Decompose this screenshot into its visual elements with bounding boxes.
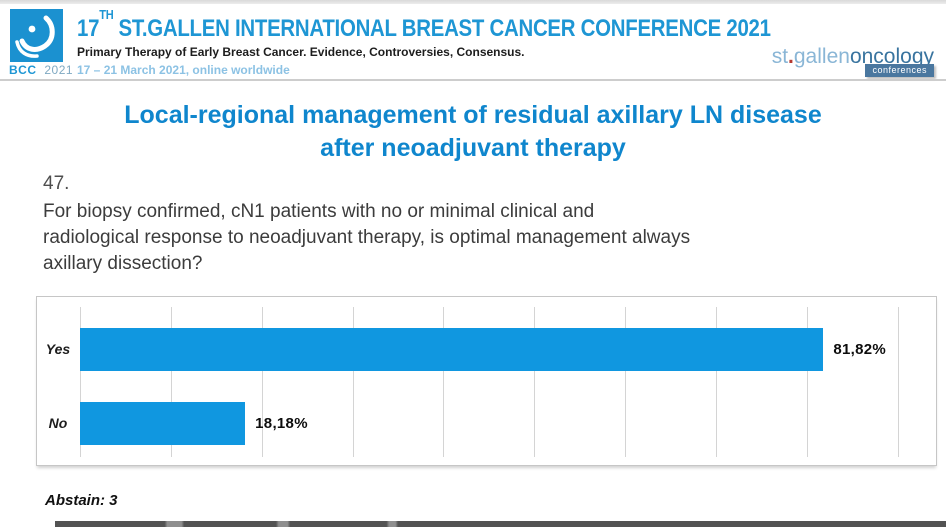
ordinal-suffix: TH [99,7,114,22]
category-label-yes: Yes [45,341,71,357]
conference-subtitle: Primary Therapy of Early Breast Cancer. … [77,45,525,59]
bcc-badge-org: BCC [9,63,37,77]
value-label-yes: 81,82% [833,341,887,358]
bar-yes [80,328,824,371]
conference-title: 17TH ST.GALLEN INTERNATIONAL BREAST CANCE… [77,7,771,42]
slide-title-line-1: Local-regional management of residual ax… [124,101,822,129]
gridline [897,307,899,457]
conference-dates: 17 – 21 March 2021, online worldwide [77,63,290,77]
conference-title-rest: ST.GALLEN INTERNATIONAL BREAST CANCER CO… [118,15,771,42]
category-label-no: No [48,415,68,431]
question-number: 47. [43,173,70,194]
brand-gallen: gallen [793,45,850,68]
gridlines [80,307,934,457]
plot-area: Yes 81,82% No 18,18% [46,297,934,465]
header-divider [0,79,946,81]
chart-row-yes: Yes 81,82% [46,328,934,371]
conferences-tag: conferences [865,64,934,77]
swan-icon [15,15,55,58]
bar-no [80,402,246,445]
bcc-badge-year: 2021 [44,63,74,77]
gridline [170,307,172,457]
brand-st: st [771,45,789,68]
gridline [261,307,263,457]
gridline [534,307,536,457]
question-line-1: For biopsy confirmed, cN1 patients with … [43,201,595,222]
brand-dot: . [788,45,794,68]
bcc-logo [10,9,63,62]
brand-oncology: oncology [849,45,934,68]
header-text-block: 17TH ST.GALLEN INTERNATIONAL BREAST CANCE… [77,7,893,77]
question-text: For biopsy confirmed, cN1 patients with … [43,199,690,277]
gridline [806,307,808,457]
poll-bar-chart: Yes 81,82% No 18,18% [36,296,937,466]
video-progress-bar[interactable] [55,521,946,527]
abstain-note: Abstain: 3 [45,492,118,509]
chart-row-no: No 18,18% [49,402,934,445]
question-line-3: axillary dissection? [43,253,203,274]
slide-title-line-2: after neoadjuvant therapy [320,134,626,162]
conference-title-number: 17 [77,15,100,42]
slide-title: Local-regional management of residual ax… [0,99,946,165]
question-line-2: radiological response to neoadjuvant the… [43,227,691,248]
stgallen-oncology-logo: st.gallenoncology [772,46,934,67]
value-label-no: 18,18% [255,415,308,432]
window-top-strip [0,0,946,4]
gridline [80,307,81,457]
gridline [625,307,627,457]
bcc-badge-caption: BCC 2021 [9,63,73,77]
gridline [443,307,445,457]
gridline [352,307,354,457]
gridline [715,307,717,457]
